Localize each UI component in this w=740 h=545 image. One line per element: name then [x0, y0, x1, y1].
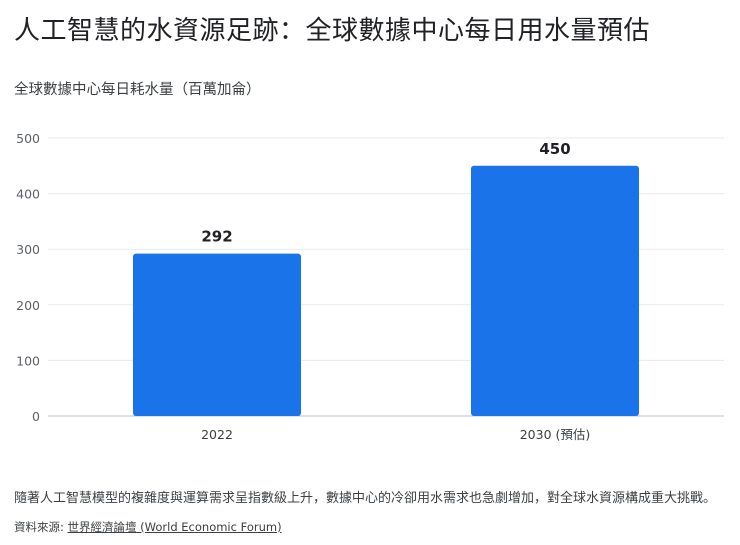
- x-tick-label: 2030 (預估): [520, 427, 591, 442]
- bars: 292 450: [133, 140, 639, 416]
- y-tick-label: 0: [32, 409, 40, 424]
- chart-description: 隨著人工智慧模型的複雜度與運算需求呈指數級上升，數據中心的冷卻用水需求也急劇增加…: [14, 491, 717, 506]
- y-tick-label: 500: [16, 131, 40, 146]
- bar: [133, 253, 301, 416]
- y-tick-label: 200: [16, 298, 40, 313]
- bar: [471, 165, 639, 416]
- source-link[interactable]: 世界經濟論壇 (World Economic Forum): [67, 520, 282, 534]
- y-tick-label: 300: [16, 242, 40, 257]
- y-axis-title: 全球數據中心每日耗水量（百萬加侖）: [14, 82, 261, 98]
- chart-title: 人工智慧的水資源足跡：全球數據中心每日用水量預估: [14, 16, 651, 46]
- data-label: 292: [201, 228, 232, 246]
- y-axis-ticks: 0 100 200 300 400 500: [16, 131, 40, 424]
- source-note: 資料來源: 世界經濟論壇 (World Economic Forum): [14, 519, 282, 535]
- x-tick-label: 2022: [201, 427, 233, 442]
- data-label: 450: [539, 140, 570, 158]
- y-tick-label: 400: [16, 187, 40, 202]
- x-axis-ticks: 2022 2030 (預估): [201, 427, 590, 442]
- y-tick-label: 100: [16, 353, 40, 368]
- source-prefix: 資料來源:: [14, 520, 68, 534]
- bar-chart: 0 100 200 300 400 500 292 450 2022 2030 (預估): [16, 131, 724, 442]
